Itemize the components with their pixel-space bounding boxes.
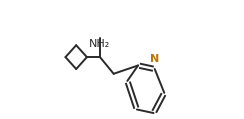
Text: NH₂: NH₂	[89, 39, 111, 49]
Text: N: N	[150, 54, 159, 64]
